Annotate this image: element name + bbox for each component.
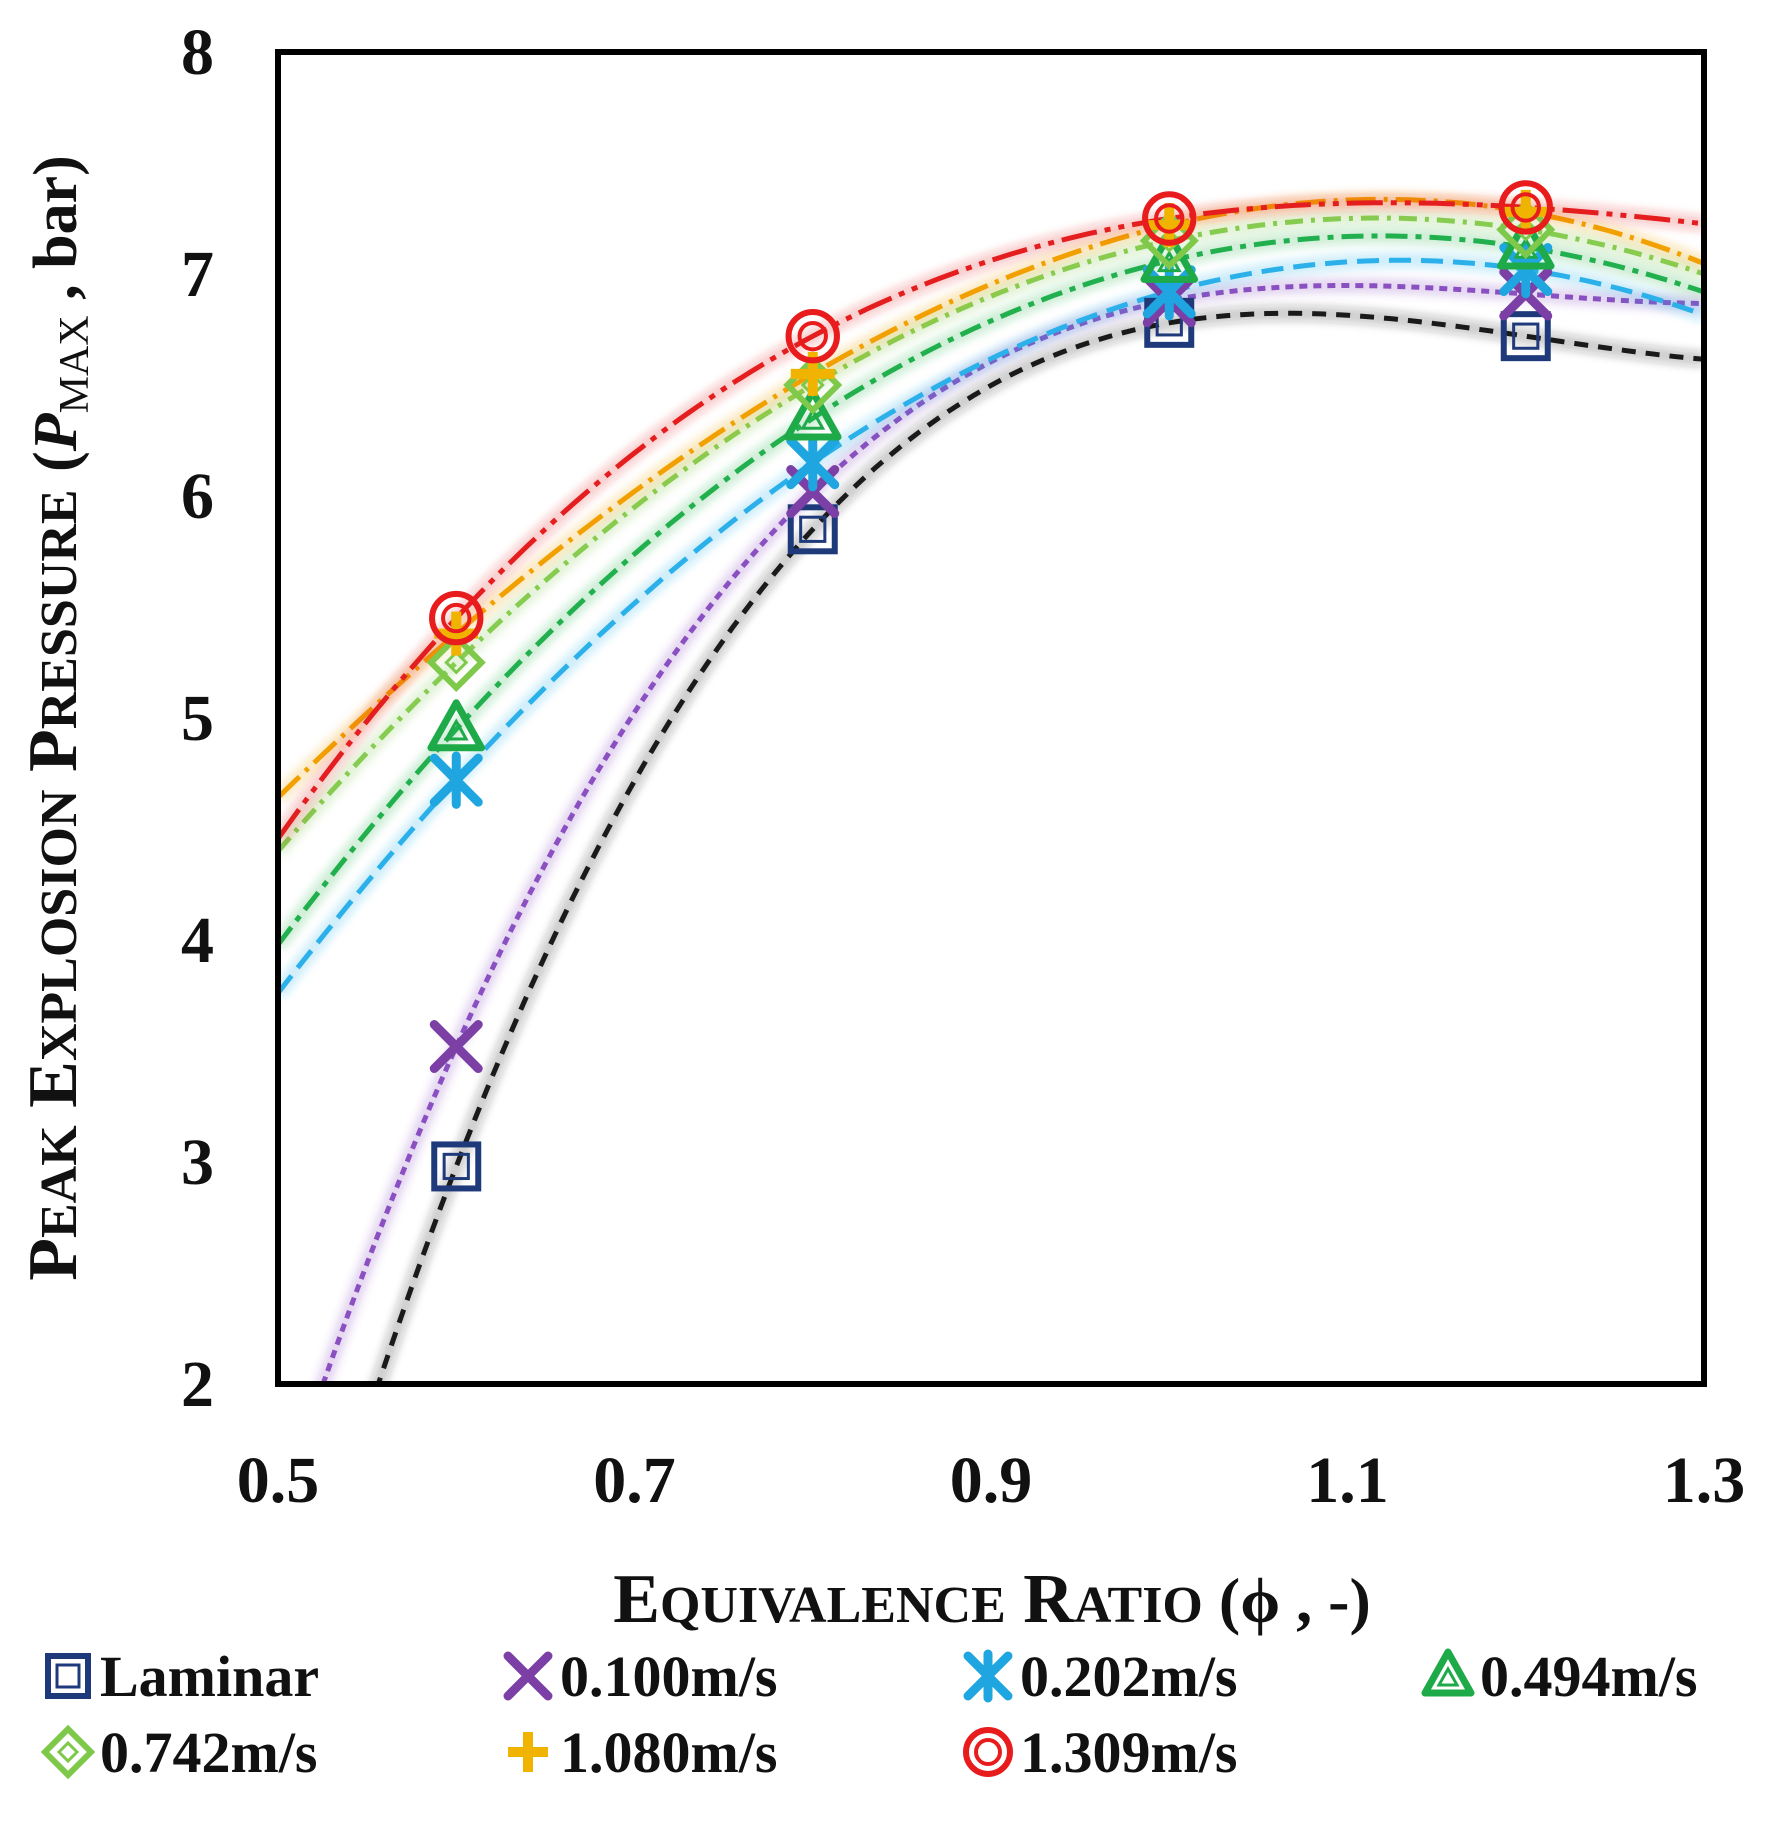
- y-tick-label: 8: [181, 16, 214, 89]
- legend-label: 0.494m/s: [1480, 1644, 1698, 1709]
- legend-marker-plus: [508, 1732, 548, 1772]
- legend-label: Laminar: [100, 1644, 319, 1709]
- legend-marker-diamond: [45, 1729, 91, 1775]
- legend-marker-circle: [966, 1730, 1010, 1774]
- x-tick-label: 1.3: [1663, 1444, 1746, 1517]
- y-tick-label: 7: [181, 238, 214, 311]
- chart: PEAK EXPLOSION PRESSURE (PMAX , bar) EQU…: [0, 0, 1776, 1828]
- plot-area-frame: [278, 52, 1704, 1384]
- x-axis-title: EQUIVALENCE RATIO (ϕ , -): [613, 1561, 1371, 1638]
- legend-label: 0.100m/s: [560, 1644, 778, 1709]
- legend-item-0-494m-s: 0.494m/s: [1425, 1644, 1698, 1709]
- legend-label: 1.309m/s: [1020, 1720, 1238, 1785]
- legend-label: 0.202m/s: [1020, 1644, 1238, 1709]
- data-point-0-202m-s: [791, 439, 835, 487]
- x-tick-label: 1.1: [1306, 1444, 1389, 1517]
- legend-item-1-309m-s: 1.309m/s: [966, 1720, 1238, 1785]
- y-tick-label: 2: [181, 1348, 214, 1421]
- y-axis-title: PEAK EXPLOSION PRESSURE (PMAX , bar): [15, 155, 98, 1281]
- y-tick-label: 4: [181, 904, 214, 977]
- legend-marker-asterisk: [968, 1654, 1008, 1698]
- legend-marker-x: [508, 1656, 548, 1696]
- x-tick-label: 0.5: [237, 1444, 320, 1517]
- legend: Laminar 0.100m/s 0.202m/s 0.494m/s 0.742m/s 1…: [45, 1644, 1698, 1785]
- legend-item-0-742m-s: 0.742m/s: [45, 1720, 318, 1785]
- legend-item-laminar: Laminar: [48, 1644, 319, 1709]
- legend-item-0-100m-s: 0.100m/s: [508, 1644, 778, 1709]
- y-tick-label: 3: [181, 1126, 214, 1199]
- legend-item-0-202m-s: 0.202m/s: [968, 1644, 1238, 1709]
- x-tick-label: 0.9: [950, 1444, 1033, 1517]
- fit-curve-0-100m-s: [278, 286, 1704, 1517]
- legend-marker-triangle: [1425, 1652, 1471, 1693]
- legend-item-1-080m-s: 1.080m/s: [508, 1720, 778, 1785]
- legend-label: 1.080m/s: [560, 1720, 778, 1785]
- legend-marker-square: [48, 1656, 88, 1696]
- y-tick-label: 6: [181, 460, 214, 533]
- fit-curve-halo-0-100m-s: [278, 286, 1704, 1517]
- y-tick-label: 5: [181, 682, 214, 755]
- x-tick-label: 0.7: [593, 1444, 676, 1517]
- data-point-0-202m-s: [434, 756, 478, 804]
- legend-label: 0.742m/s: [100, 1720, 318, 1785]
